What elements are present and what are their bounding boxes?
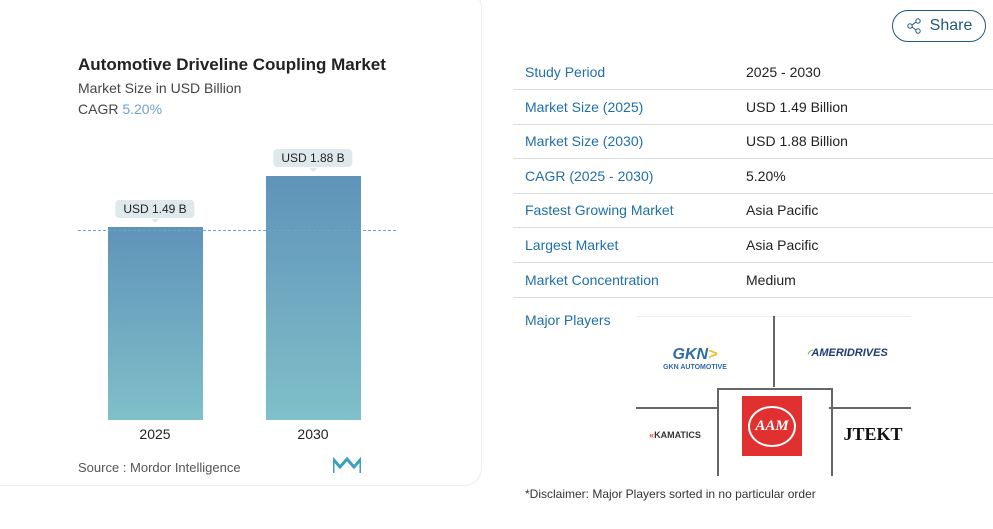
bar-2030 <box>266 175 361 420</box>
x-tick-label: 2030 <box>297 426 329 442</box>
info-row: CAGR (2025 - 2030) 5.20% <box>513 159 993 194</box>
logo-gkn: GKN> GKN AUTOMOTIVE <box>663 345 727 371</box>
logo-ameridrives: ◜ AMERIDRIVES <box>807 347 888 360</box>
chart-cagr: CAGR 5.20% <box>78 101 162 117</box>
divider <box>717 388 833 476</box>
info-value: Asia Pacific <box>746 237 819 253</box>
chart-card <box>0 0 482 486</box>
mordor-logo-icon <box>333 457 361 473</box>
source-text: Source : Mordor Intelligence <box>78 460 241 475</box>
info-row: Largest Market Asia Pacific <box>513 228 993 263</box>
info-value: 5.20% <box>746 167 786 184</box>
x-tick-label: 2025 <box>139 426 171 442</box>
bar-2025 <box>108 226 203 420</box>
info-value: Medium <box>746 271 796 288</box>
data-label: USD 1.88 B <box>273 148 353 172</box>
divider <box>829 407 911 409</box>
info-row: Market Concentration Medium <box>513 263 993 298</box>
info-key: Fastest Growing Market <box>525 202 674 219</box>
info-key: Study Period <box>525 64 606 80</box>
info-value: USD 1.49 Billion <box>746 98 848 115</box>
logo-text: AAM <box>748 405 796 447</box>
info-key: Largest Market <box>525 237 619 253</box>
logo-text: KAMATICS <box>654 430 701 440</box>
info-row: Market Size (2030) USD 1.88 Billion <box>513 124 993 160</box>
share-label: Share <box>929 17 973 34</box>
info-key: Market Concentration <box>525 271 659 288</box>
data-label: USD 1.49 B <box>115 199 195 223</box>
logo-jtekt: JTEKT <box>840 422 906 446</box>
info-row: Study Period 2025 - 2030 <box>513 55 993 90</box>
info-row: Fastest Growing Market Asia Pacific <box>513 193 993 229</box>
divider <box>636 407 718 409</box>
share-icon <box>906 18 921 34</box>
share-button[interactable]: Share <box>892 10 986 42</box>
reference-line <box>78 230 396 231</box>
divider <box>773 316 775 387</box>
info-value: 2025 - 2030 <box>746 64 821 80</box>
info-key: Market Size (2025) <box>525 98 644 115</box>
logo-text: JTEKT <box>843 423 903 444</box>
logo-text: AMERIDRIVES <box>811 347 888 359</box>
chart-title: Automotive Driveline Coupling Market <box>78 55 386 74</box>
info-value: Asia Pacific <box>746 202 819 219</box>
logo-aam: AAM <box>742 396 802 456</box>
info-key: Market Size (2030) <box>525 133 644 150</box>
chart-subtitle: Market Size in USD Billion <box>78 80 242 96</box>
cagr-label: CAGR <box>78 101 119 117</box>
major-players-label: Major Players <box>525 312 611 328</box>
logo-kamatics: «KAMATICS <box>649 430 701 440</box>
disclaimer: *Disclaimer: Major Players sorted in no … <box>525 487 816 501</box>
info-key: CAGR (2025 - 2030) <box>525 167 654 184</box>
info-row: Market Size (2025) USD 1.49 Billion <box>513 90 993 125</box>
logo-text: GKN AUTOMOTIVE <box>663 363 727 371</box>
cagr-value: 5.20% <box>122 101 163 117</box>
info-value: USD 1.88 Billion <box>746 133 848 150</box>
